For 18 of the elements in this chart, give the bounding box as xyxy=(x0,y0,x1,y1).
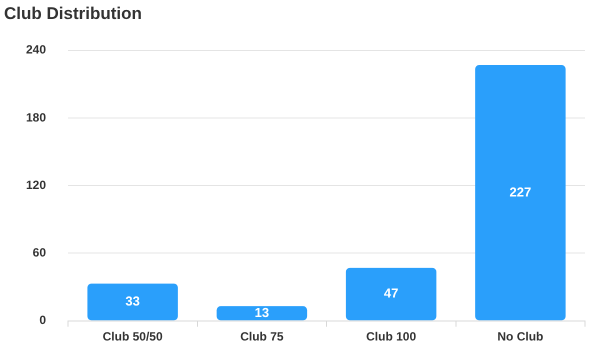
x-tick-label: Club 75 xyxy=(240,329,284,344)
y-tick-label: 180 xyxy=(26,110,46,124)
data-label: 227 xyxy=(510,184,532,200)
data-label: 13 xyxy=(254,304,270,320)
bar xyxy=(475,65,566,320)
data-label: 33 xyxy=(125,294,140,309)
y-tick-label: 0 xyxy=(39,313,46,328)
bar xyxy=(346,268,436,320)
bar xyxy=(216,306,308,320)
x-tick-label: No Club xyxy=(497,329,544,344)
y-tick-label: 240 xyxy=(26,42,46,57)
data-label: 47 xyxy=(384,286,398,301)
bar xyxy=(87,284,178,320)
x-tick-label: Club 50/50 xyxy=(102,329,163,344)
y-tick-label: 120 xyxy=(26,178,46,192)
y-tick-label: 60 xyxy=(32,246,46,260)
x-tick-label: Club 100 xyxy=(366,329,416,344)
chart-title: Club Distribution xyxy=(4,4,142,23)
